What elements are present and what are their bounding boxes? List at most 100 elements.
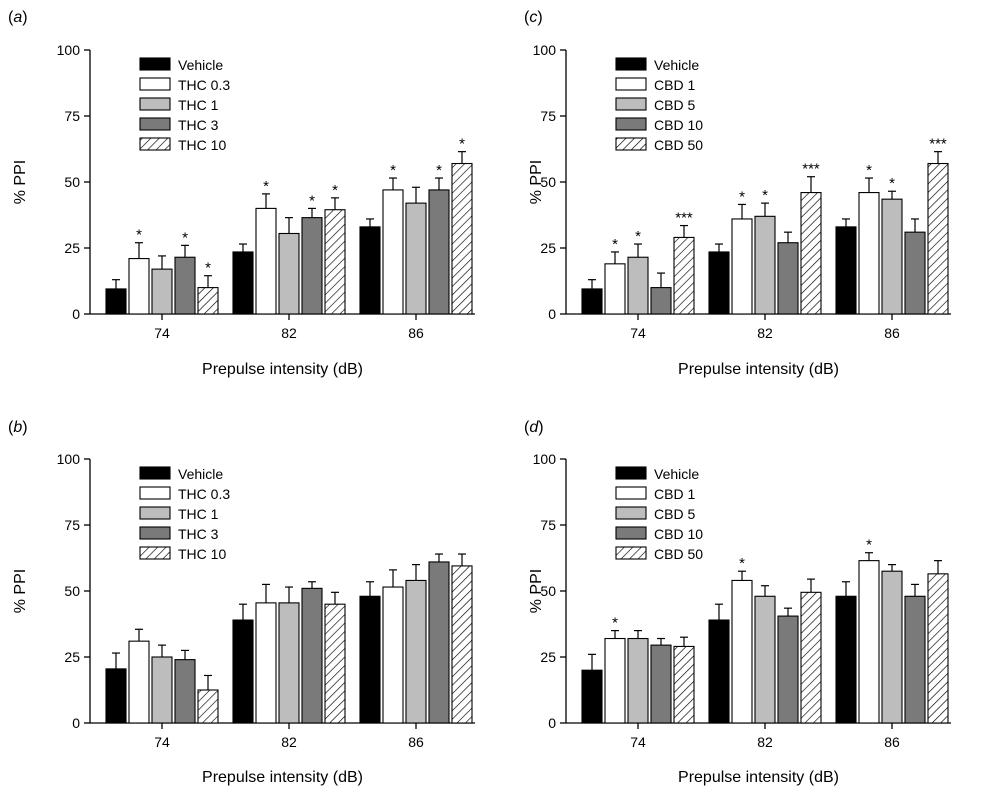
bar: [232, 251, 254, 315]
significance-marker: *: [762, 187, 768, 204]
significance-marker: ***: [802, 161, 820, 178]
y-tick-label: 75: [64, 108, 80, 124]
legend-swatch: [139, 506, 171, 520]
panel-b: (b) 0 25 50 75 100 % PPI Prepulse intensity (dB…: [8, 419, 475, 786]
y-tick-label: 25: [540, 649, 556, 665]
significance-marker: *: [739, 555, 745, 572]
x-axis-title: Prepulse intensity (dB): [678, 361, 839, 378]
bar: [324, 603, 346, 724]
panel-letter: (a): [8, 9, 28, 26]
legend-label: CBD 5: [654, 506, 695, 522]
y-tick-label: 0: [72, 715, 80, 731]
y-tick-label: 0: [548, 306, 556, 322]
legend-swatch: [139, 486, 171, 500]
x-tick-label: 74: [154, 734, 170, 750]
bar: [428, 561, 450, 724]
bar: [451, 565, 473, 724]
bar: [301, 587, 323, 724]
legend-label: Vehicle: [654, 57, 699, 73]
bar: [627, 256, 649, 315]
bar: [174, 659, 196, 724]
y-tick-label: 75: [540, 517, 556, 533]
bar: [673, 645, 695, 724]
bar: [278, 602, 300, 724]
bar: [382, 189, 404, 315]
legend-label: CBD 5: [654, 97, 695, 113]
significance-marker: *: [889, 175, 895, 192]
bar: [174, 256, 196, 315]
significance-marker: ***: [929, 136, 947, 153]
legend-swatch: [139, 466, 171, 480]
bar: [151, 656, 173, 724]
bar: [301, 217, 323, 315]
bar: [800, 591, 822, 724]
legend-label: CBD 1: [654, 77, 695, 93]
significance-marker: *: [866, 537, 872, 554]
bar: [581, 288, 603, 315]
significance-marker: *: [866, 162, 872, 179]
legend-label: THC 3: [178, 526, 219, 542]
significance-marker: *: [136, 227, 142, 244]
bar: [708, 619, 730, 724]
legend-swatch: [615, 526, 647, 540]
y-tick-label: 100: [533, 451, 557, 467]
bar: [405, 202, 427, 315]
bar: [359, 226, 381, 315]
bar: [800, 192, 822, 315]
bar: [835, 226, 857, 315]
bar: [881, 198, 903, 315]
panel-letter: (b): [8, 419, 28, 436]
bar: [650, 287, 672, 315]
bar: [278, 232, 300, 315]
y-tick-label: 0: [72, 306, 80, 322]
significance-marker: *: [459, 136, 465, 153]
bar: [708, 251, 730, 315]
significance-marker: *: [263, 178, 269, 195]
y-axis-title: % PPI: [12, 569, 29, 613]
legend-label: THC 0.3: [178, 486, 230, 502]
bar: [581, 669, 603, 724]
legend-swatch: [139, 77, 171, 91]
bar: [405, 579, 427, 724]
legend-swatch: [139, 57, 171, 71]
bar: [197, 287, 219, 315]
bar: [128, 258, 150, 315]
legend-swatch: [139, 97, 171, 111]
bar: [858, 192, 880, 315]
legend-label: Vehicle: [654, 466, 699, 482]
legend-label: Vehicle: [178, 57, 223, 73]
legend-swatch: [615, 546, 647, 560]
bar: [604, 263, 626, 315]
significance-marker: *: [182, 229, 188, 246]
bar: [904, 595, 926, 724]
x-tick-label: 82: [281, 325, 297, 341]
panel-d: (d) 0 25 50 75 100 % PPI Prepulse intensity (dB…: [524, 419, 951, 786]
bar: [927, 162, 949, 315]
legend-label: THC 10: [178, 546, 226, 562]
x-tick-label: 74: [630, 325, 646, 341]
bar: [754, 215, 776, 315]
legend-swatch: [615, 117, 647, 131]
bar: [858, 560, 880, 724]
bar: [382, 586, 404, 724]
bar: [627, 637, 649, 724]
bar: [105, 288, 127, 315]
bar: [650, 644, 672, 724]
legend-label: THC 10: [178, 137, 226, 153]
significance-marker: *: [612, 615, 618, 632]
legend-swatch: [139, 117, 171, 131]
y-tick-label: 100: [533, 42, 557, 58]
legend-label: THC 1: [178, 97, 219, 113]
legend-label: CBD 50: [654, 137, 703, 153]
y-tick-label: 50: [64, 583, 80, 599]
bar: [754, 595, 776, 724]
bar: [105, 668, 127, 724]
x-axis-title: Prepulse intensity (dB): [202, 361, 363, 378]
y-tick-label: 75: [540, 108, 556, 124]
bar: [197, 689, 219, 724]
x-tick-label: 82: [757, 734, 773, 750]
bar: [359, 595, 381, 724]
legend-swatch: [615, 77, 647, 91]
bar: [673, 236, 695, 315]
